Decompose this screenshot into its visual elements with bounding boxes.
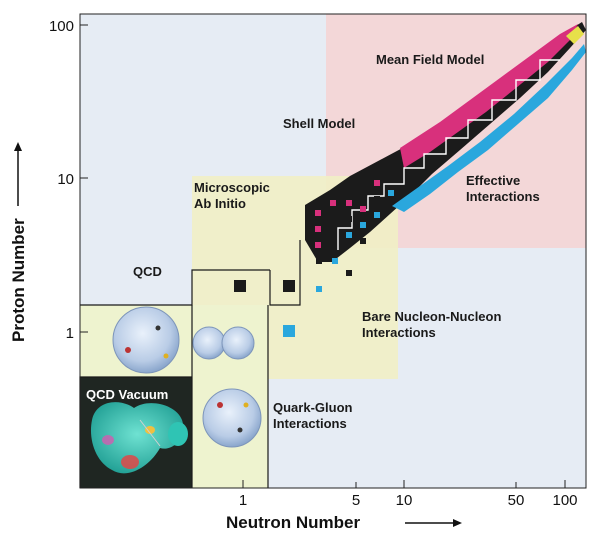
nucleus-h1	[234, 280, 246, 292]
x-tick-50: 50	[508, 492, 525, 509]
light-nuclei	[315, 174, 394, 292]
y-tick-1: 1	[66, 325, 74, 342]
effective-label-line2: Interactions	[466, 189, 540, 204]
x-tick-5: 5	[352, 492, 360, 509]
quark-gluon-label-line2: Interactions	[273, 416, 347, 431]
bare-nn-label-line2: Interactions	[362, 325, 436, 340]
x-axis-arrow-icon	[405, 519, 462, 527]
proton-rich-band	[400, 24, 578, 168]
superheavy-tip	[566, 26, 584, 44]
region-outlines	[79, 240, 301, 488]
nucleus-he3	[283, 325, 295, 337]
plot-frame	[79, 13, 587, 489]
qcd-vacuum-blobs	[90, 402, 188, 474]
nucleon-bubbles	[112, 306, 262, 448]
nuclear-chart	[234, 22, 586, 337]
y-axis-title: Proton Number	[9, 218, 28, 342]
y-tick-100: 100	[49, 18, 74, 35]
neutron-rich-band	[392, 44, 586, 212]
qcd-vacuum-label: QCD Vacuum	[86, 387, 168, 402]
microscopic-label-line2: Ab Initio	[194, 196, 246, 211]
x-tick-10: 10	[396, 492, 413, 509]
x-axis-title: Neutron Number	[226, 513, 361, 532]
qcd-label: QCD	[133, 264, 162, 279]
y-axis-arrow-icon	[14, 142, 22, 206]
shell-model-label: Shell Model	[283, 116, 355, 131]
tick-marks	[80, 24, 566, 488]
y-tick-10: 10	[57, 171, 74, 188]
quark-gluon-label-line1: Quark-Gluon	[273, 400, 353, 415]
effective-label-line1: Effective	[466, 173, 520, 188]
microscopic-label-line1: Microscopic	[194, 180, 270, 195]
bare-nn-label-line1: Bare Nucleon-Nucleon	[362, 309, 501, 324]
x-tick-1: 1	[239, 492, 247, 509]
x-tick-100: 100	[552, 492, 577, 509]
mean-field-label: Mean Field Model	[376, 52, 484, 67]
nucleus-h2	[283, 280, 295, 292]
